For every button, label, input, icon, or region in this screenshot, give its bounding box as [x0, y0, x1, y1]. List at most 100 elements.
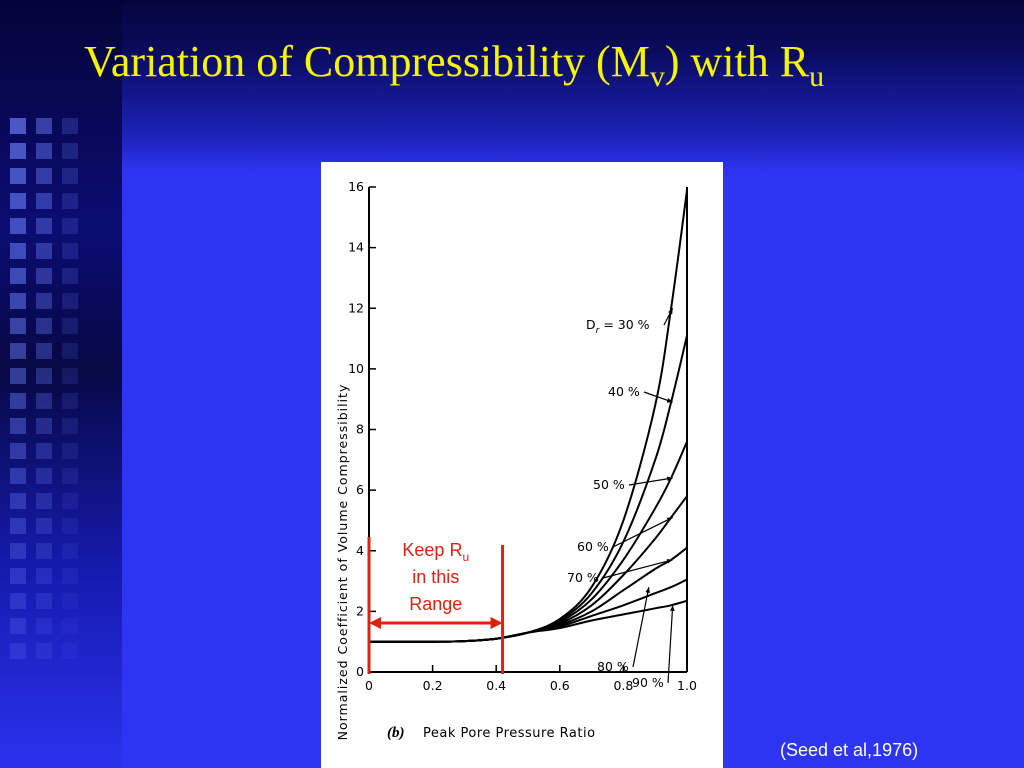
x-tick-label: 1.0 — [677, 678, 697, 693]
chart-curves — [368, 189, 688, 643]
title-subscript-v: v — [649, 60, 665, 93]
series-leader-line — [602, 559, 673, 579]
decorative-square — [10, 618, 26, 634]
decorative-square — [36, 143, 52, 159]
title-subscript-u: u — [809, 60, 825, 93]
decorative-square — [10, 118, 26, 134]
title-middle-text: ) with R — [664, 37, 810, 86]
series-leader-arrowhead — [668, 308, 673, 315]
y-tick-label: 0 — [356, 664, 364, 679]
decorative-square — [10, 443, 26, 459]
decorative-square — [10, 343, 26, 359]
decorative-square — [36, 418, 52, 434]
y-tick-label: 4 — [356, 543, 364, 558]
series-label: 70 % — [567, 570, 599, 585]
square-column — [10, 118, 26, 668]
decorative-square — [62, 318, 78, 334]
axis-ticks: 0 2 4 6 8 10 12 14 16 0 0.2 0.4 0.6 0.8 1.0 — [348, 179, 697, 693]
series-leader-arrowhead — [645, 587, 651, 594]
decorative-square — [36, 443, 52, 459]
decorative-square — [62, 243, 78, 259]
top-dark-band — [122, 0, 1024, 52]
decorative-square — [10, 418, 26, 434]
decorative-square — [62, 618, 78, 634]
x-tick-label: 0.6 — [550, 678, 570, 693]
decorative-square — [36, 493, 52, 509]
range-arrowhead-right — [490, 617, 503, 629]
decorative-square — [62, 468, 78, 484]
y-tick-label: 10 — [348, 361, 364, 376]
decorative-square — [36, 468, 52, 484]
series-leader-arrowhead — [666, 476, 673, 482]
y-tick-label: 8 — [356, 422, 364, 437]
decorative-square — [62, 143, 78, 159]
series-leader-line — [628, 477, 673, 486]
decorative-square — [62, 568, 78, 584]
y-tick-label: 2 — [356, 603, 364, 618]
decorative-square — [62, 493, 78, 509]
decorative-square — [62, 593, 78, 609]
y-tick-label: 6 — [356, 482, 364, 497]
decorative-square — [10, 543, 26, 559]
decorative-square — [36, 243, 52, 259]
series-label: 50 % — [593, 477, 625, 492]
title-main-text: Variation of Compressibility (M — [84, 37, 650, 86]
series-leader-line — [612, 516, 673, 548]
decorative-square — [36, 643, 52, 659]
decorative-square — [10, 293, 26, 309]
decorative-square — [10, 493, 26, 509]
decorative-square — [62, 268, 78, 284]
decorative-square — [62, 193, 78, 209]
decorative-square — [62, 218, 78, 234]
series-label: Dr = 30 % — [586, 317, 650, 336]
series-leader-arrowhead — [670, 605, 675, 611]
series-labels: Dr = 30 % 40 % 50 % 60 % 70 % 80 %90 % — [567, 307, 675, 690]
decorative-square — [62, 343, 78, 359]
square-column — [36, 118, 52, 668]
decorative-square — [36, 618, 52, 634]
decorative-square — [36, 543, 52, 559]
decorative-square — [36, 168, 52, 184]
range-annotation: Keep Ru in this Range — [367, 537, 505, 674]
x-tick-label: 0 — [365, 678, 373, 693]
decorative-square — [36, 293, 52, 309]
series-label-sub: r — [596, 326, 601, 336]
y-tick-label: 14 — [348, 240, 364, 255]
decorative-square — [36, 218, 52, 234]
decorative-square — [62, 393, 78, 409]
decorative-square — [62, 543, 78, 559]
decorative-square — [36, 193, 52, 209]
decorative-square — [36, 343, 52, 359]
decorative-square — [10, 468, 26, 484]
decorative-square — [62, 293, 78, 309]
decorative-square — [62, 643, 78, 659]
series-leader-arrowhead — [666, 517, 673, 522]
decorative-square — [10, 318, 26, 334]
y-tick-label: 12 — [348, 300, 364, 315]
x-tick-label: 0.8 — [613, 678, 633, 693]
range-arrowhead-left — [369, 617, 381, 629]
decorative-square — [10, 368, 26, 384]
decorative-square — [10, 243, 26, 259]
title-gradient-band — [122, 52, 1024, 172]
decorative-square — [62, 518, 78, 534]
decorative-square — [62, 368, 78, 384]
x-axis-label: Peak Pore Pressure Ratio — [423, 726, 596, 741]
decorative-square — [62, 118, 78, 134]
series-leader-line — [667, 605, 674, 684]
square-column — [62, 118, 78, 668]
series-leader-arrowhead — [666, 398, 673, 403]
decorative-square — [62, 418, 78, 434]
decorative-square — [36, 568, 52, 584]
decorative-square — [36, 518, 52, 534]
series-curve — [368, 599, 688, 643]
decorative-square — [36, 318, 52, 334]
decorative-square — [36, 118, 52, 134]
series-label: 60 % — [577, 539, 609, 554]
compressibility-chart: 0 2 4 6 8 10 12 14 16 0 0.2 0.4 0.6 0.8 1.0 Dr = 30 % 4… — [335, 179, 697, 741]
decorative-square — [62, 168, 78, 184]
annotation-line2: in this — [412, 567, 459, 587]
y-tick-label: 16 — [348, 179, 364, 194]
decorative-square — [36, 268, 52, 284]
decorative-square — [62, 443, 78, 459]
